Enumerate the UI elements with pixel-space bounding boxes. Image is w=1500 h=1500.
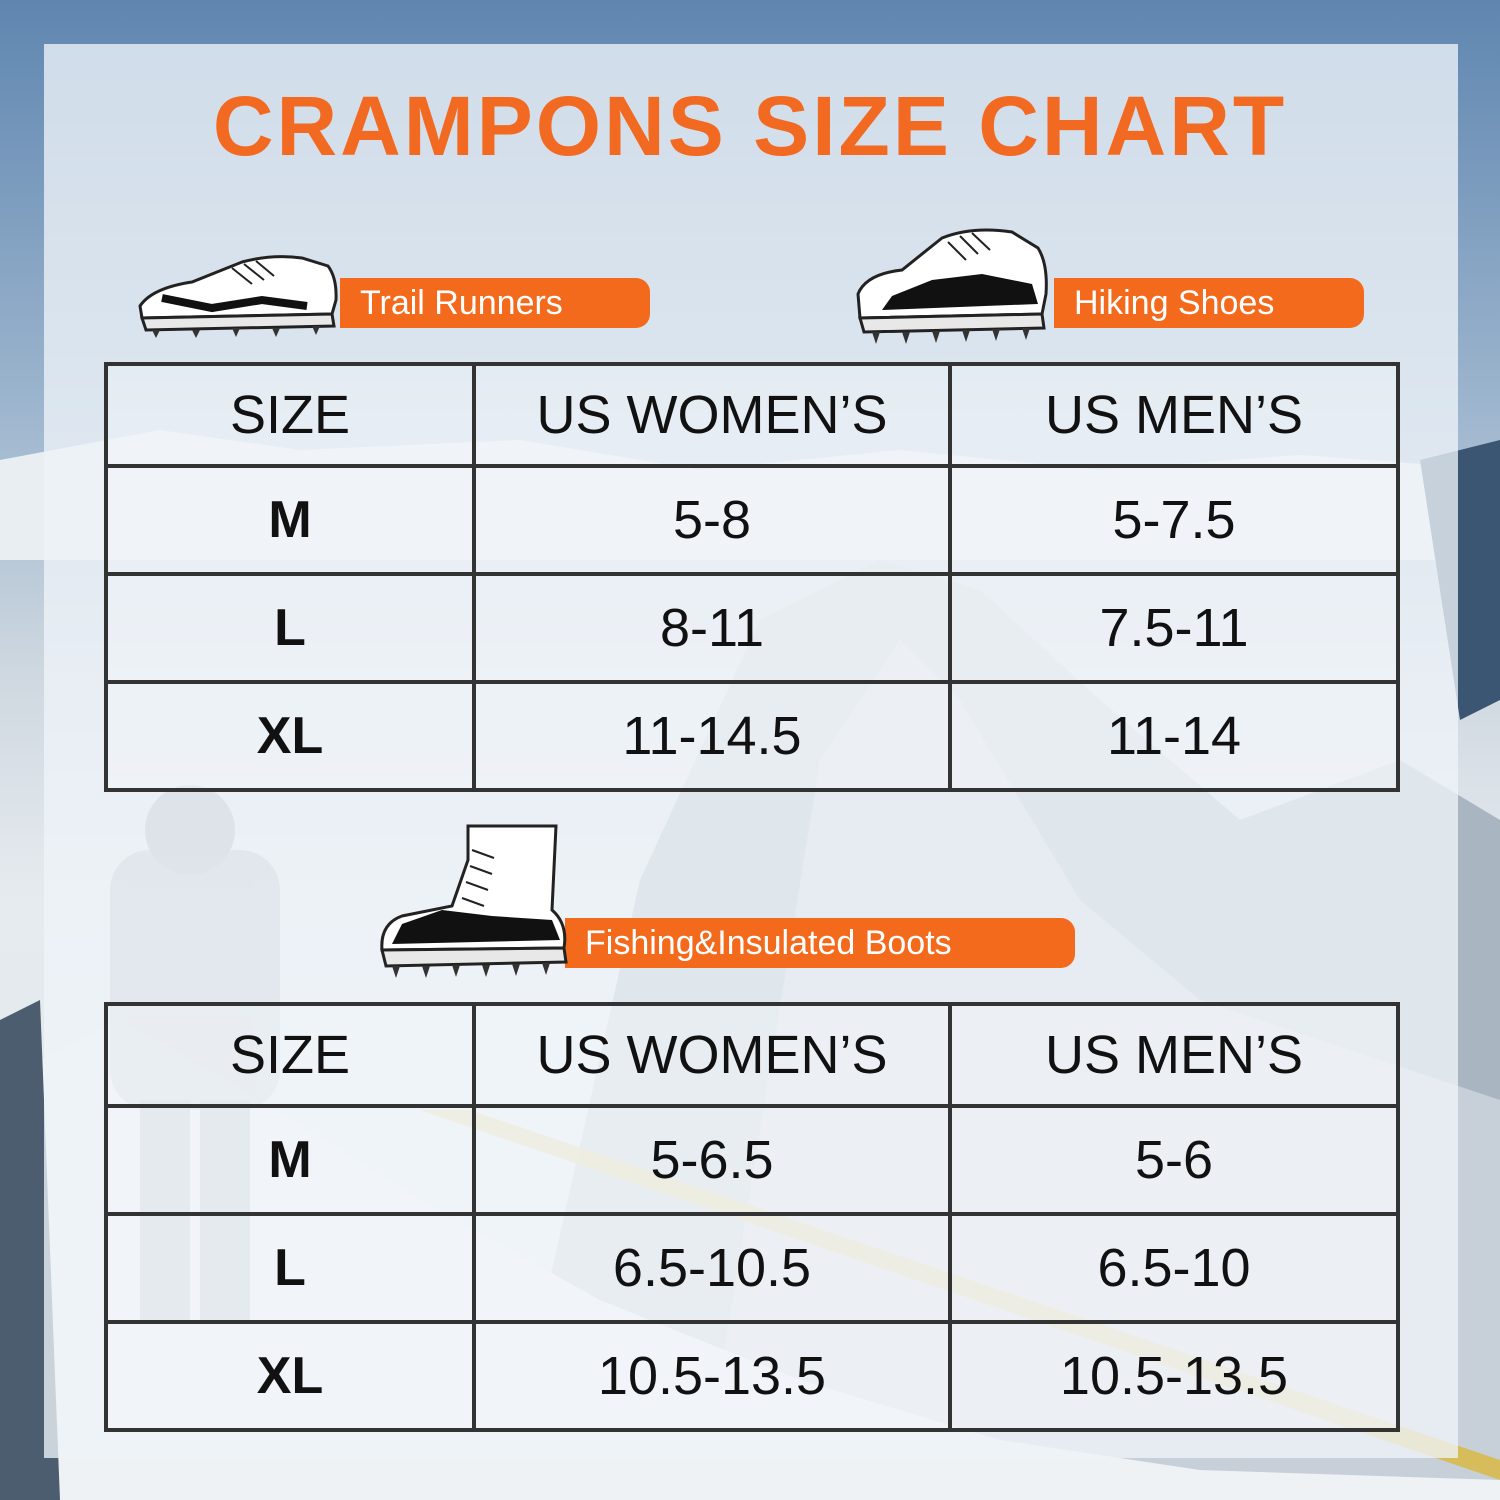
hiking-shoe-icon	[856, 228, 1048, 344]
hiking-shoes-label: Hiking Shoes	[1074, 284, 1275, 322]
insulated-boot-icon	[380, 824, 568, 978]
insulated-boots-label: Fishing&Insulated Boots	[585, 924, 952, 962]
size-cell: XL	[104, 680, 476, 792]
table-header-row: SIZE US WOMEN’S US MEN’S	[104, 362, 1400, 468]
header-us-womens: US WOMEN’S	[472, 362, 952, 468]
womens-cell: 10.5-13.5	[472, 1320, 952, 1432]
header-us-mens: US MEN’S	[948, 1002, 1400, 1108]
womens-cell: 5-6.5	[472, 1104, 952, 1216]
header-us-mens: US MEN’S	[948, 362, 1400, 468]
header-size: SIZE	[104, 1002, 476, 1108]
mens-cell: 6.5-10	[948, 1212, 1400, 1324]
table-row: L 6.5-10.5 6.5-10	[104, 1212, 1400, 1324]
header-us-womens: US WOMEN’S	[472, 1002, 952, 1108]
table-row: XL 11-14.5 11-14	[104, 680, 1400, 792]
header-size: SIZE	[104, 362, 476, 468]
table-row: XL 10.5-13.5 10.5-13.5	[104, 1320, 1400, 1432]
womens-cell: 6.5-10.5	[472, 1212, 952, 1324]
trail-runners-label: Trail Runners	[360, 284, 563, 322]
size-table-trail-hiking: SIZE US WOMEN’S US MEN’S M 5-8 5-7.5 L 8…	[104, 362, 1400, 792]
page-title: CRAMPONS SIZE CHART	[212, 79, 1288, 173]
size-table-insulated-boots: SIZE US WOMEN’S US MEN’S M 5-6.5 5-6 L 6…	[104, 1002, 1400, 1432]
insulated-boots-badge: Fishing&Insulated Boots	[565, 918, 1075, 968]
womens-cell: 5-8	[472, 464, 952, 576]
table-header-row: SIZE US WOMEN’S US MEN’S	[104, 1002, 1400, 1108]
size-cell: XL	[104, 1320, 476, 1432]
womens-cell: 11-14.5	[472, 680, 952, 792]
mens-cell: 5-6	[948, 1104, 1400, 1216]
size-cell: M	[104, 464, 476, 576]
hiking-shoes-badge: Hiking Shoes	[1054, 278, 1364, 328]
size-cell: M	[104, 1104, 476, 1216]
table-row: M 5-8 5-7.5	[104, 464, 1400, 576]
womens-cell: 8-11	[472, 572, 952, 684]
mens-cell: 10.5-13.5	[948, 1320, 1400, 1432]
mens-cell: 7.5-11	[948, 572, 1400, 684]
table-row: L 8-11 7.5-11	[104, 572, 1400, 684]
table-row: M 5-6.5 5-6	[104, 1104, 1400, 1216]
trail-runner-shoe-icon	[138, 255, 338, 338]
mens-cell: 11-14	[948, 680, 1400, 792]
size-cell: L	[104, 572, 476, 684]
mens-cell: 5-7.5	[948, 464, 1400, 576]
size-cell: L	[104, 1212, 476, 1324]
trail-runners-badge: Trail Runners	[340, 278, 650, 328]
